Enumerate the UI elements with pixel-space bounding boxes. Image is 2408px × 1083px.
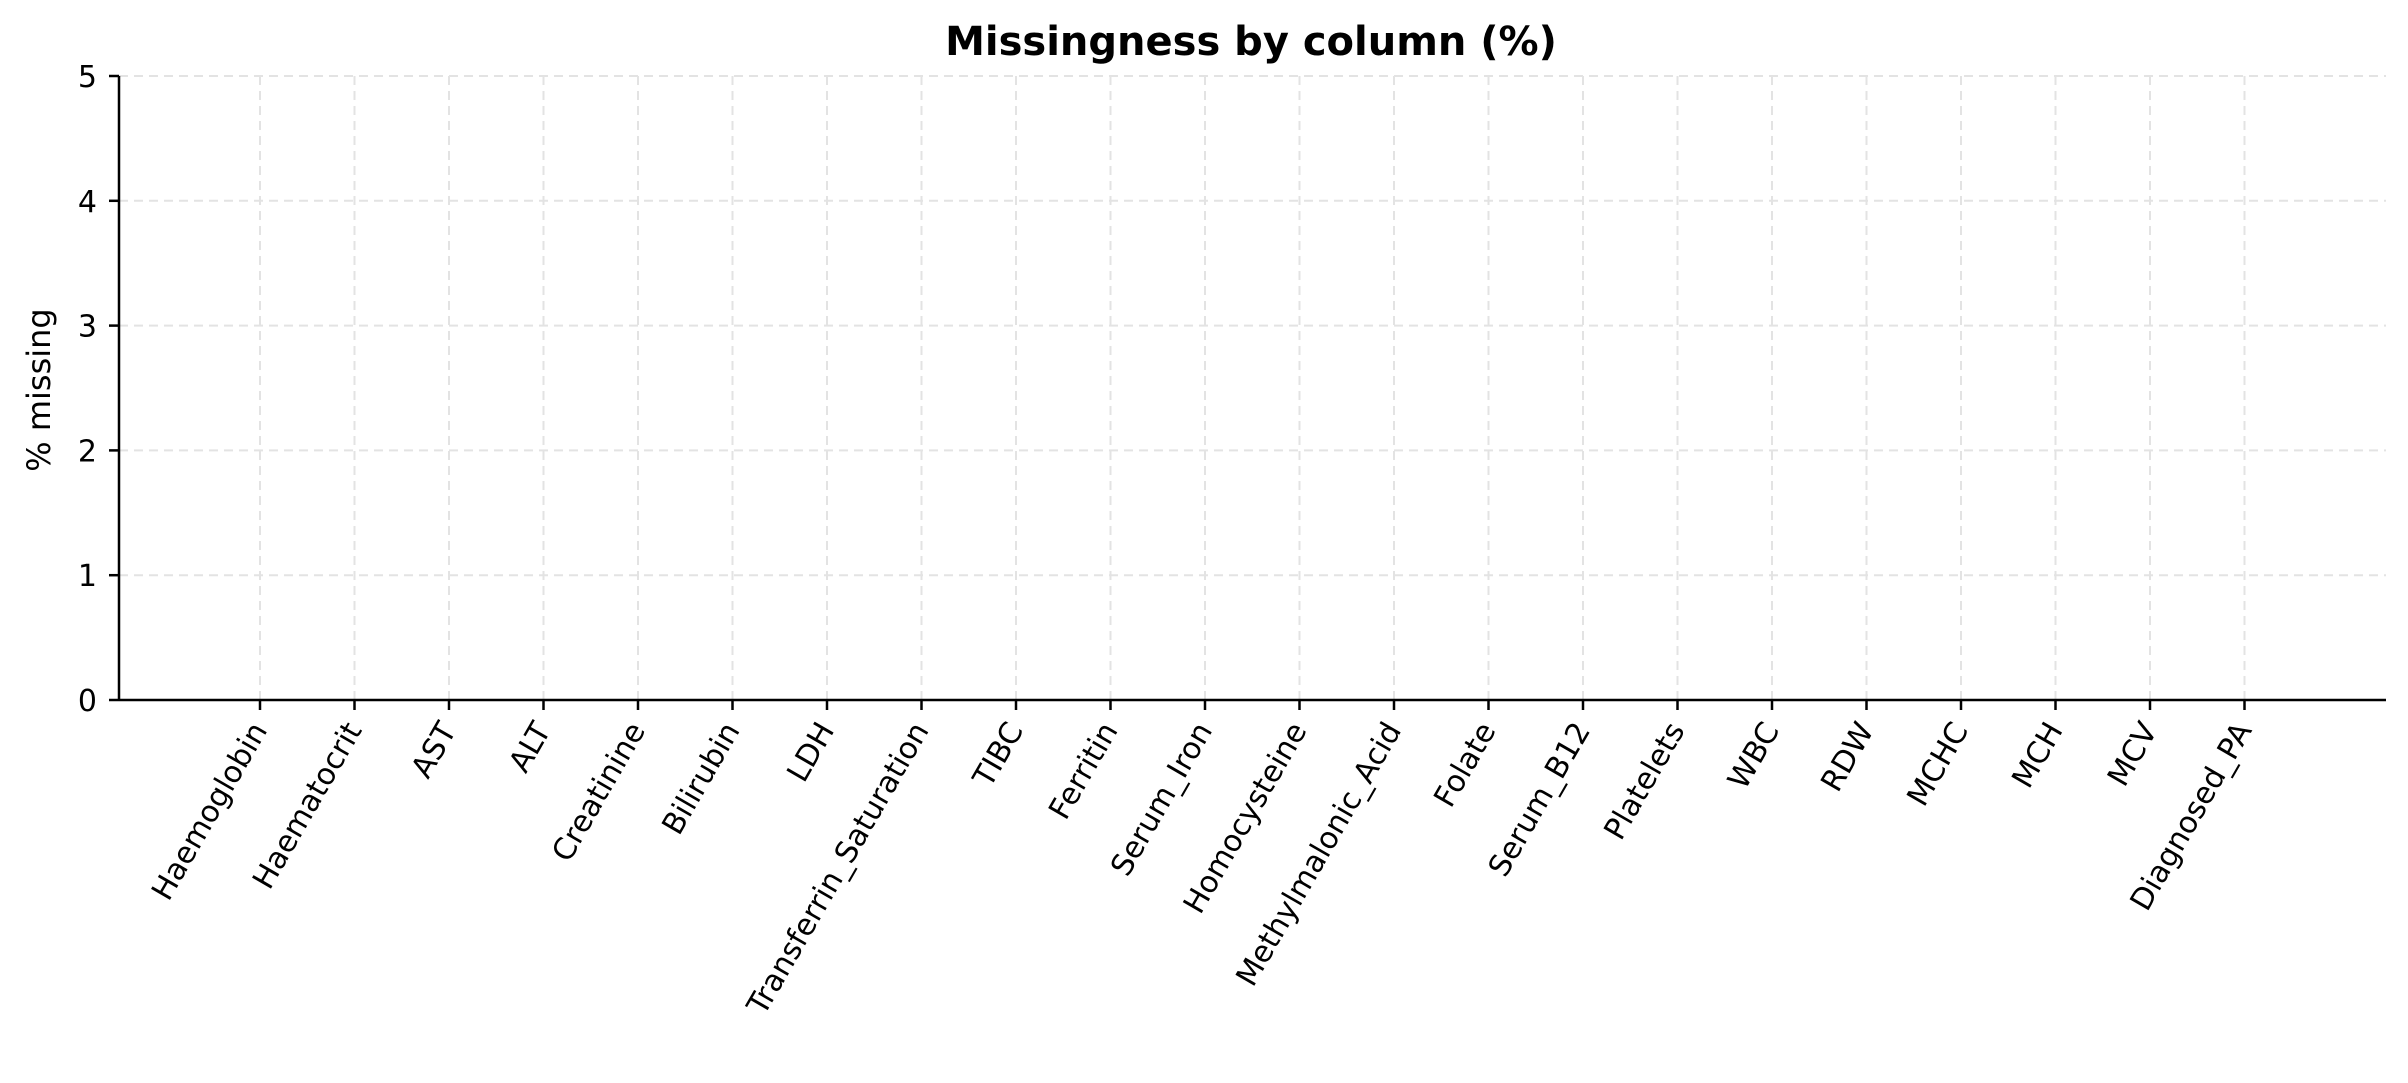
chart-title: Missingness by column (%) bbox=[945, 19, 1557, 65]
y-tick-label: 2 bbox=[78, 434, 97, 469]
y-tick-label: 4 bbox=[78, 185, 97, 220]
x-tick-label: Folate bbox=[1427, 717, 1503, 814]
x-tick-label: ALT bbox=[502, 716, 558, 779]
x-tick-label: Ferritin bbox=[1042, 717, 1125, 826]
x-tick-label: AST bbox=[405, 716, 465, 784]
x-tick-label: WBC bbox=[1721, 717, 1787, 796]
y-tick-label: 1 bbox=[78, 559, 97, 594]
x-tick-label: LDH bbox=[780, 717, 841, 789]
x-tick-label: Serum_B12 bbox=[1482, 717, 1598, 883]
y-tick-label: 5 bbox=[78, 60, 97, 95]
x-tick-label: Bilirubin bbox=[655, 717, 747, 841]
x-tick-label: Transferrin_Saturation bbox=[740, 717, 936, 1022]
x-tick-label: MCV bbox=[2101, 716, 2165, 792]
y-tick-label: 3 bbox=[78, 310, 97, 345]
grid-layer bbox=[119, 75, 2386, 701]
x-tick-label: MCH bbox=[2005, 717, 2070, 795]
y-tick-label: 0 bbox=[78, 684, 97, 719]
x-tick-label: MCHC bbox=[1900, 717, 1975, 813]
x-tick-label: Creatinine bbox=[545, 717, 653, 868]
y-axis-label: % missing bbox=[20, 308, 58, 471]
x-tick-label: RDW bbox=[1814, 717, 1881, 798]
x-tick-label: TIBC bbox=[966, 717, 1031, 794]
x-tick-label: Platelets bbox=[1598, 717, 1693, 846]
x-tick-label: Methylmalonic_Acid bbox=[1230, 717, 1409, 993]
